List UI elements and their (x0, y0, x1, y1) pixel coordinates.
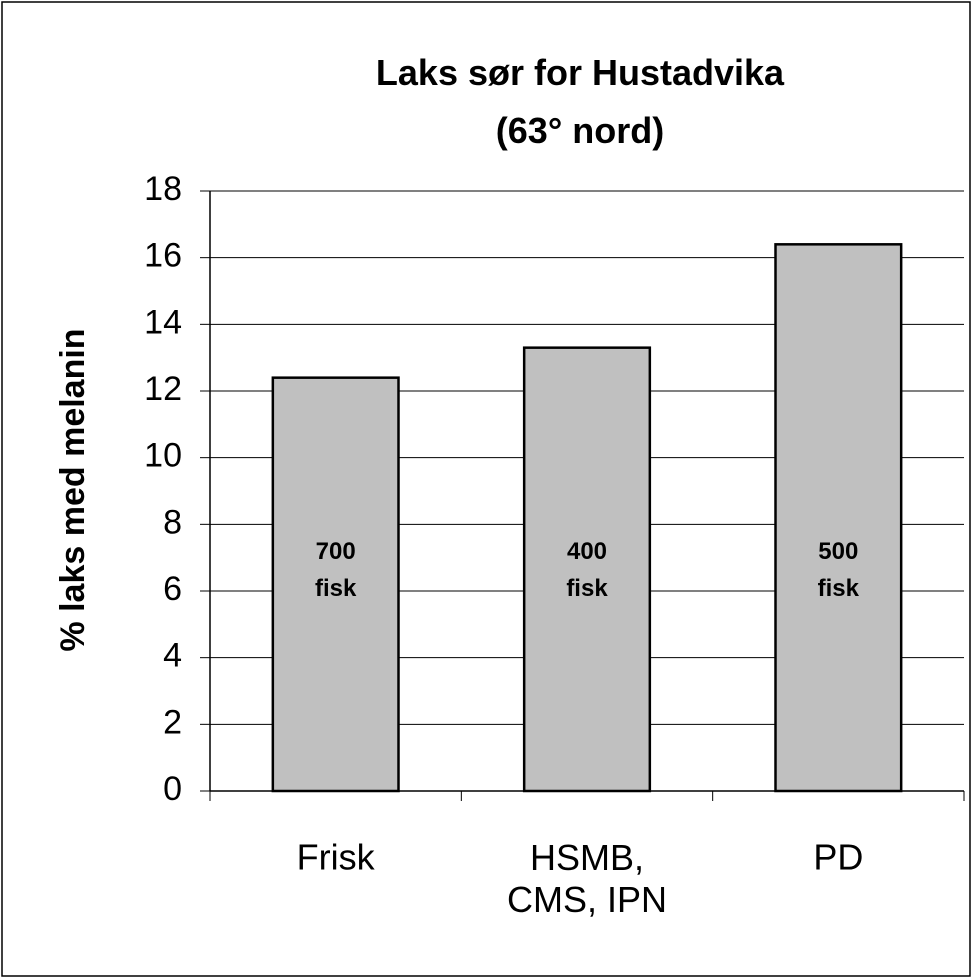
bar (522, 346, 652, 793)
bar-annotation: 400 fisk (566, 538, 608, 602)
bar-annotation: 500 fisk (818, 538, 860, 602)
y-tick-label: 8 (163, 503, 182, 541)
x-tick-label: HSMB, CMS, IPN (507, 837, 667, 920)
y-tick-label: 14 (144, 303, 182, 341)
bar-annotation: 700 fisk (315, 538, 357, 602)
y-tick-label: 2 (163, 703, 182, 741)
y-tick-label: 6 (163, 570, 182, 608)
y-tick-label: 0 (163, 770, 182, 808)
y-tick-label: 18 (144, 170, 182, 208)
y-tick-label: 12 (144, 370, 182, 408)
chart-title: Laks sør for Hustadvika (63° nord) (376, 52, 785, 151)
bar (774, 243, 903, 793)
x-tick-label: PD (813, 837, 863, 878)
y-tick-label: 10 (144, 437, 182, 475)
x-tick-label: Frisk (297, 837, 376, 878)
bar (271, 376, 400, 793)
y-tick-label: 4 (163, 637, 182, 675)
y-tick-label: 16 (144, 237, 182, 275)
y-axis-label: % laks med melanin (54, 328, 92, 651)
